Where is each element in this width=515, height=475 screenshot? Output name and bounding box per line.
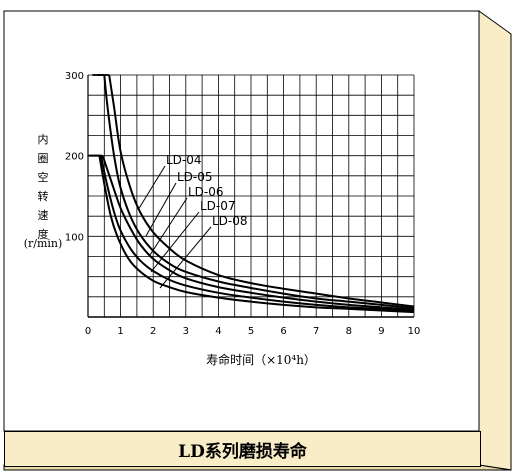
x-tick-label: 7 — [313, 326, 319, 337]
x-tick-label: 10 — [408, 326, 421, 337]
x-tick-label: 2 — [150, 326, 156, 337]
grid — [87, 74, 415, 318]
x-tick-label: 0 — [85, 326, 91, 337]
y-label-char: 圈 — [38, 152, 49, 165]
curve-ld-08 — [98, 155, 415, 314]
y-tick-label: 100 — [65, 232, 84, 243]
label-leader-ld-04 — [137, 165, 166, 211]
y-tick-labels: 100 200 300 — [65, 71, 84, 243]
y-label-char: 转 — [38, 189, 49, 203]
y-label-char: 速 — [38, 209, 49, 222]
x-tick-label: 4 — [215, 326, 221, 337]
label-ld-04: LD-04 — [166, 153, 202, 167]
frame-right-bevel — [478, 10, 512, 471]
x-tick-label: 5 — [248, 326, 254, 337]
y-label-char: 内 — [38, 132, 49, 146]
curve-ld-04 — [108, 74, 415, 308]
label-ld-05: LD-05 — [177, 170, 213, 184]
label-ld-08: LD-08 — [212, 214, 248, 228]
y-label-char: 空 — [38, 170, 49, 184]
frame-main — [3, 10, 480, 432]
y-tick-label: 300 — [65, 71, 84, 82]
x-tick-label: 1 — [117, 326, 123, 337]
axes — [87, 75, 414, 318]
y-label-unit: (r/min) — [24, 237, 63, 250]
curve-ld-06 — [101, 155, 415, 311]
x-tick-label: 6 — [280, 326, 286, 337]
y-label-char: 度 — [38, 227, 49, 241]
caption-bar: LD系列磨损寿命 — [4, 431, 481, 467]
label-leader-ld-06 — [149, 197, 188, 256]
label-leader-ld-08 — [159, 226, 212, 289]
x-tick-labels: 0 1 2 3 4 5 6 7 8 9 10 — [85, 326, 421, 337]
label-ld-06: LD-06 — [188, 185, 224, 199]
x-tick-label: 9 — [378, 326, 384, 337]
label-leader-ld-05 — [145, 182, 177, 237]
y-tick-label: 200 — [65, 152, 84, 163]
x-tick-label: 8 — [346, 326, 352, 337]
x-tick-label: 3 — [183, 326, 189, 337]
curve-ld-07 — [100, 155, 415, 312]
x-axis-label: 寿命时间（×10⁴h） — [206, 352, 316, 367]
caption-title: LD系列磨损寿命 — [178, 441, 307, 462]
label-ld-07: LD-07 — [200, 199, 236, 213]
label-leader-ld-07 — [150, 211, 200, 273]
